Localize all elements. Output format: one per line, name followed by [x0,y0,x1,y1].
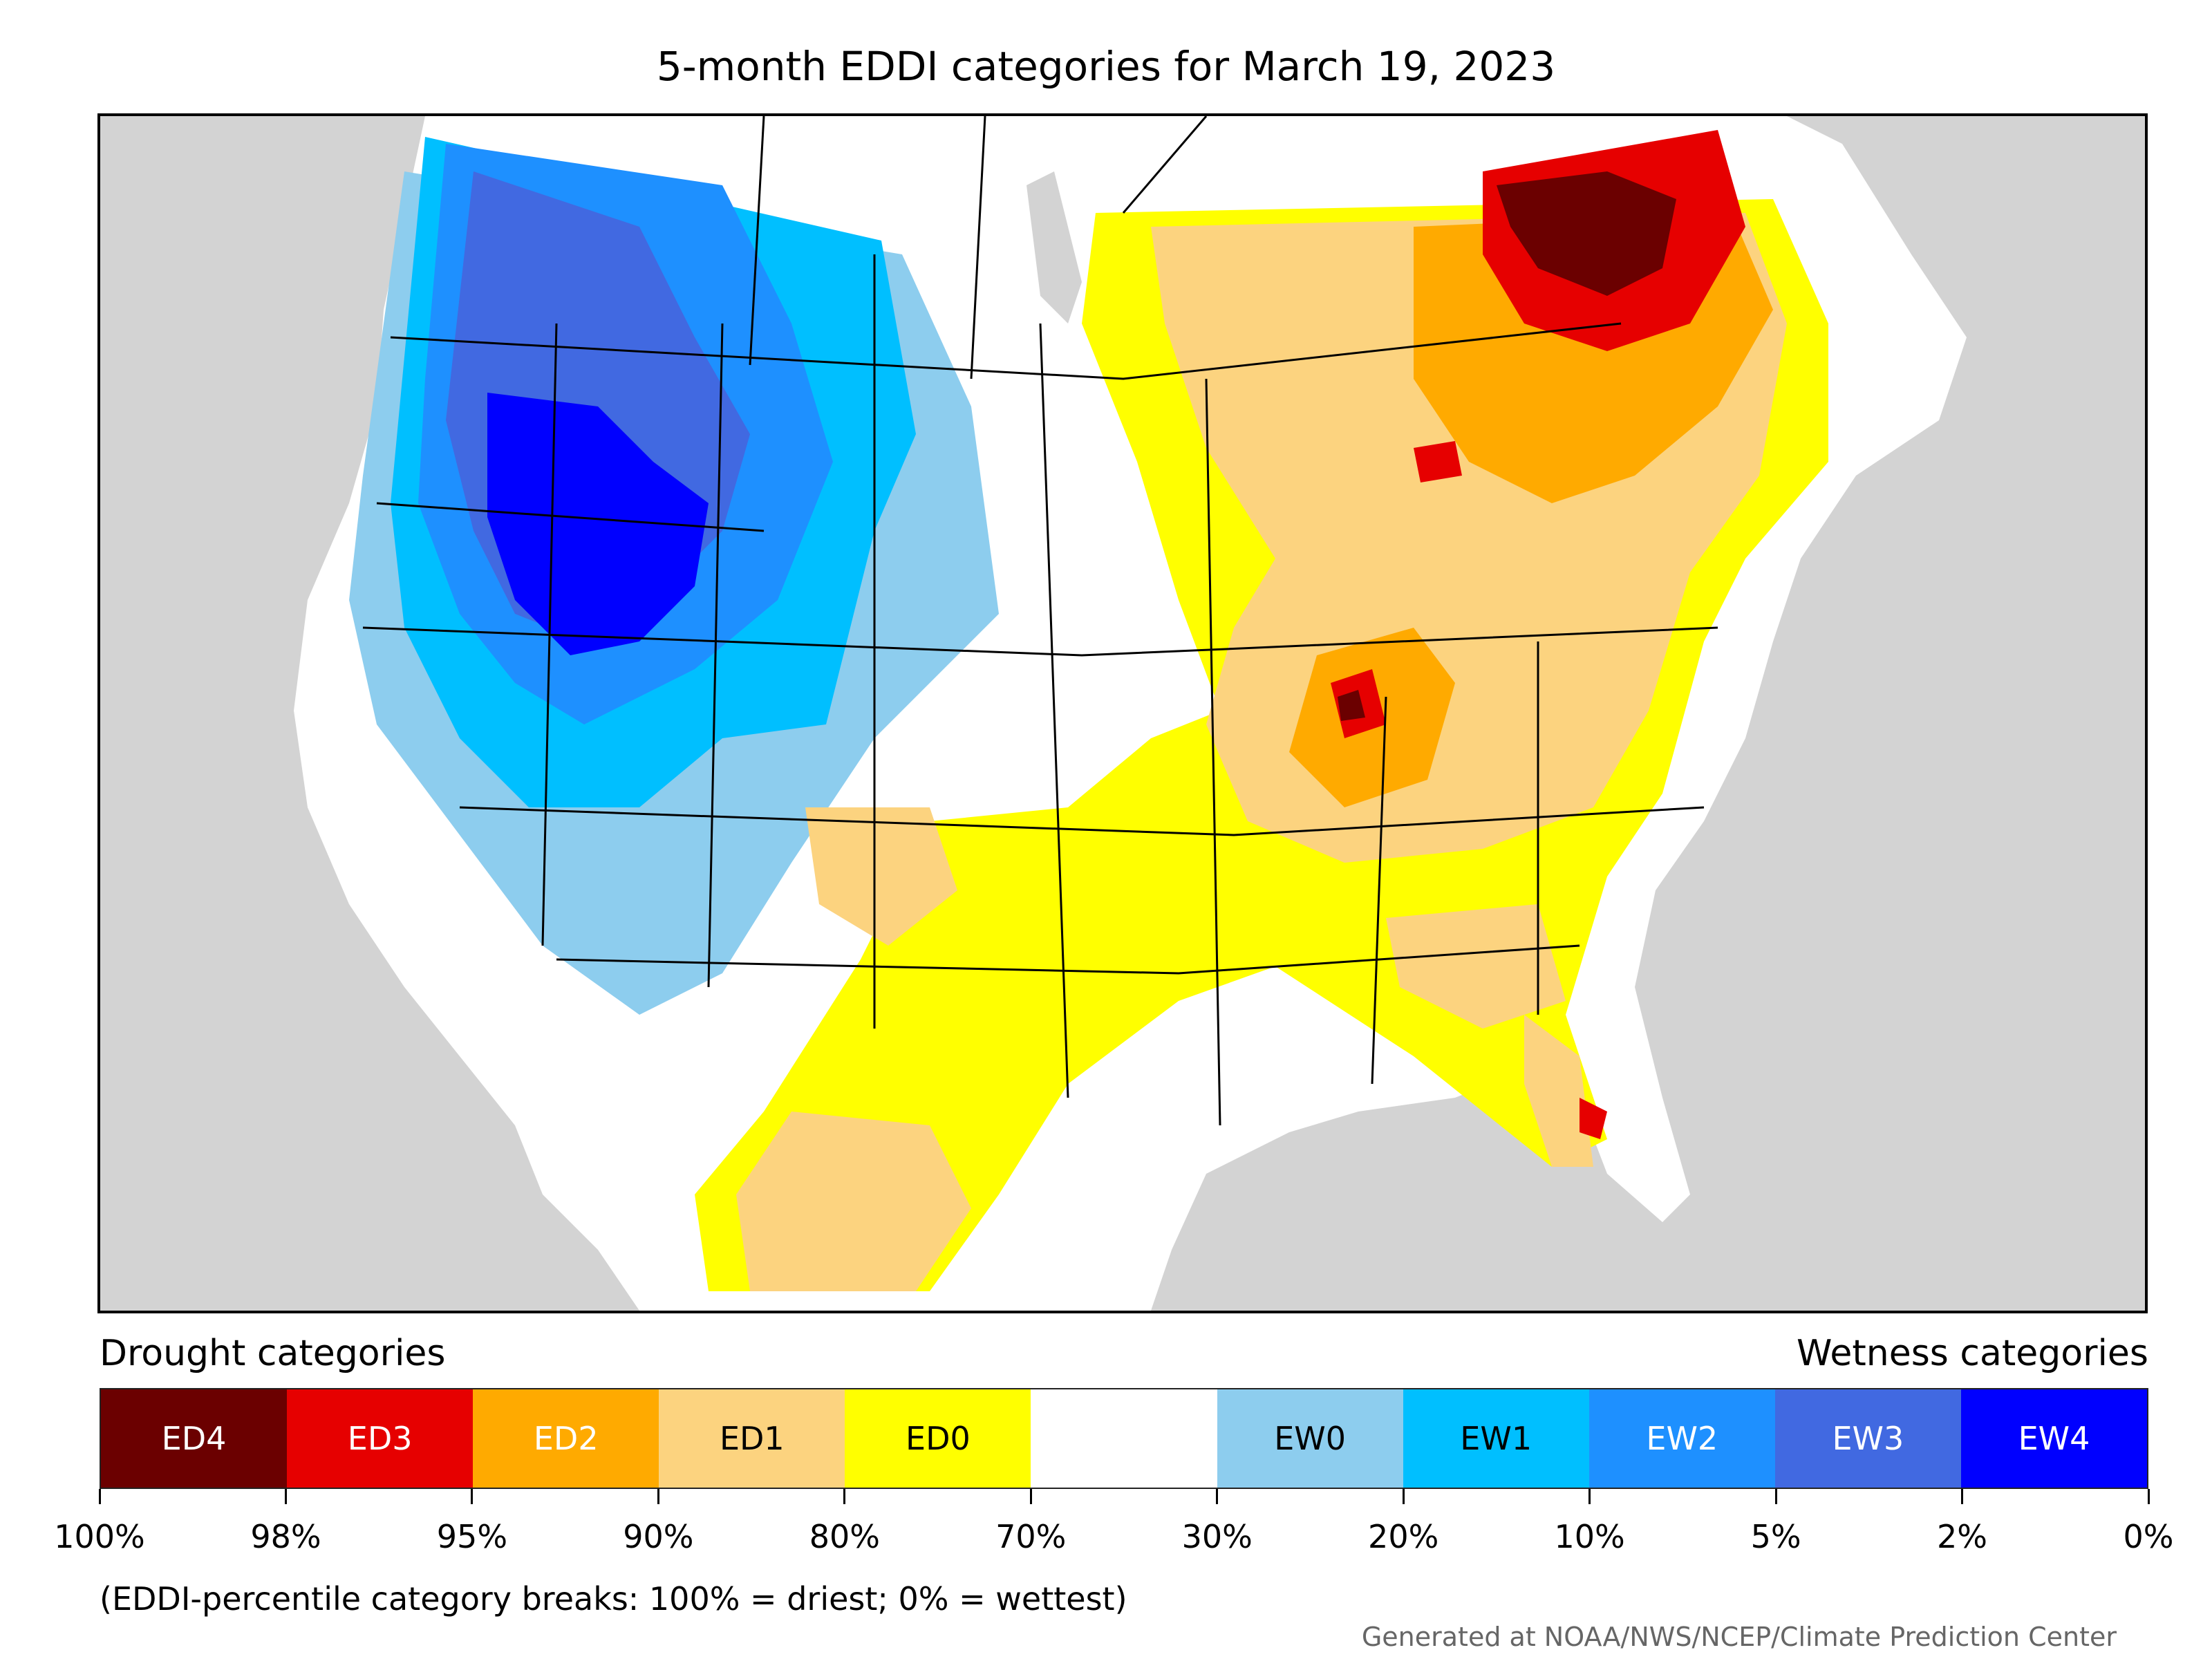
colorbar-tick [1402,1489,1405,1504]
colorbar-tick [2147,1489,2150,1504]
legend-segment-normal [1031,1389,1217,1488]
credit-text: Generated at NOAA/NWS/NCEP/Climate Predi… [1361,1622,2117,1652]
colorbar-tick-label: 30% [1181,1518,1253,1555]
legend-segment-ew3: EW3 [1774,1389,1961,1488]
legend-segment-ew0: EW0 [1217,1389,1403,1488]
colorbar-tick-label: 2% [1937,1518,1988,1555]
wetness-categories-label: Wetness categories [1797,1333,2148,1374]
legend-segment-ed2: ED2 [473,1389,659,1488]
colorbar-tick-label: 10% [1554,1518,1625,1555]
colorbar-tick-label: 98% [250,1518,321,1555]
colorbar-tick-label: 5% [1750,1518,1801,1555]
legend-segment-ed1: ED1 [659,1389,845,1488]
ed4-region [1338,171,1676,721]
colorbar-tick [1774,1489,1777,1504]
colorbar-tick [471,1489,474,1504]
colorbar-tick [1216,1489,1219,1504]
colorbar-tick [1588,1489,1591,1504]
colorbar-tick-label: 90% [623,1518,694,1555]
colorbar-ticks [98,1489,2150,1506]
legend-segment-ew4: EW4 [1960,1389,2148,1488]
political-borders [362,116,1718,1126]
legend-segment-ew2: EW2 [1588,1389,1775,1488]
legend-segment-ew1: EW1 [1403,1389,1589,1488]
colorbar-tick [1029,1489,1032,1504]
category-breaks-note: (EDDI-percentile category breaks: 100% =… [100,1580,1127,1618]
hudson-bay [1027,171,1082,324]
drought-categories-label: Drought categories [100,1333,446,1374]
colorbar-tick-label: 70% [995,1518,1067,1555]
eddi-map [97,113,2148,1313]
map-title: 5-month EDDI categories for March 19, 20… [656,43,1556,90]
colorbar-tick-label: 100% [54,1518,145,1555]
category-colorbar: ED4 ED3 ED2 ED1 ED0 EW0 EW1 EW2 EW3 EW4 [100,1388,2148,1489]
colorbar-tick [284,1489,287,1504]
colorbar-tick [843,1489,846,1504]
colorbar-tick-label: 0% [2123,1518,2174,1555]
colorbar-tick-label: 80% [809,1518,880,1555]
ew4-region [487,393,709,655]
colorbar-tick-label: 20% [1368,1518,1439,1555]
legend-segment-ed0: ED0 [845,1389,1031,1488]
ed2-region [1289,213,1773,807]
colorbar-tick [98,1489,101,1504]
legend-segment-ed3: ED3 [287,1389,474,1488]
colorbar-tick [1961,1489,1964,1504]
colorbar-tick-label: 95% [436,1518,508,1555]
colorbar-tick [657,1489,659,1504]
ed3-region [1331,130,1745,1139]
legend-segment-ed4: ED4 [101,1389,288,1488]
